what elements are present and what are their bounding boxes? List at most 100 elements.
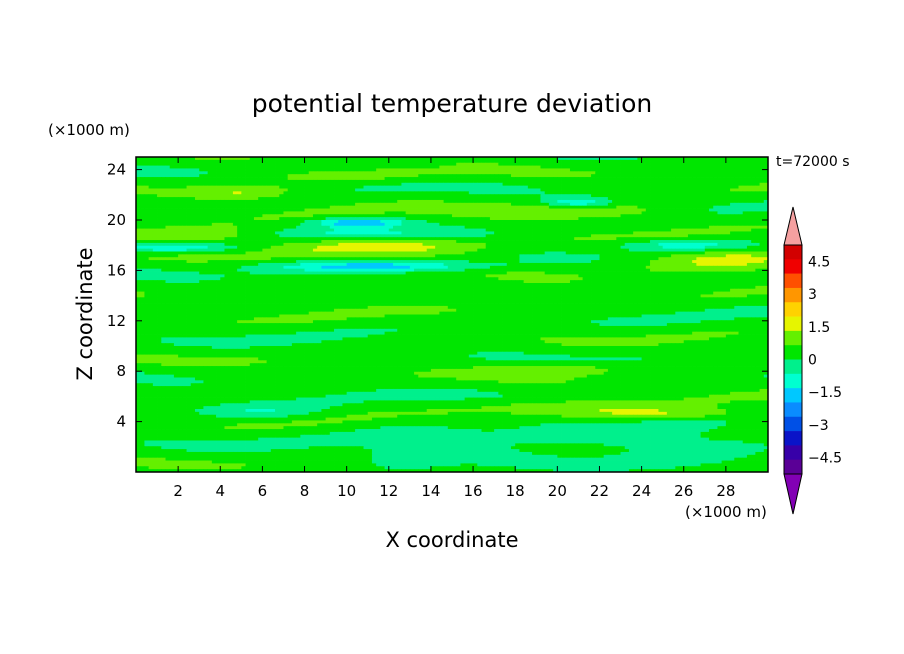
field-cell xyxy=(595,202,600,207)
field-cell xyxy=(418,199,423,204)
field-cell xyxy=(216,185,221,189)
field-cell xyxy=(342,208,348,212)
field-cell xyxy=(527,240,533,244)
field-cell xyxy=(186,217,192,221)
field-cell xyxy=(759,211,765,215)
field-cell xyxy=(650,242,655,247)
field-cell xyxy=(468,220,474,224)
field-cell xyxy=(447,231,453,235)
field-cell xyxy=(312,165,318,169)
field-cell xyxy=(371,177,377,181)
field-cell xyxy=(460,205,466,209)
field-cell xyxy=(498,205,503,209)
field-cell xyxy=(350,228,356,232)
field-cell xyxy=(157,234,162,238)
field-cell xyxy=(291,168,297,172)
field-cell xyxy=(717,171,723,175)
field-cell xyxy=(612,191,617,195)
field-cell xyxy=(561,194,567,198)
field-cell xyxy=(624,211,630,215)
field-cell xyxy=(675,217,680,221)
field-cell xyxy=(275,245,280,250)
field-cell xyxy=(144,177,150,181)
field-cell xyxy=(654,202,659,207)
field-cell xyxy=(203,228,209,232)
field-cell xyxy=(388,205,394,209)
field-cell xyxy=(666,182,672,187)
field-cell xyxy=(165,179,171,184)
field-cell xyxy=(275,225,280,229)
field-cell xyxy=(178,251,183,255)
field-cell xyxy=(666,237,672,241)
field-cell xyxy=(350,157,356,161)
field-cell xyxy=(624,188,630,192)
field-cell xyxy=(515,174,520,178)
field-cell xyxy=(245,165,251,169)
field-cell xyxy=(586,237,592,241)
field-cell xyxy=(317,165,322,169)
field-cell xyxy=(519,199,525,204)
field-cell xyxy=(734,168,739,172)
field-cell xyxy=(148,251,154,255)
field-cell xyxy=(645,222,651,227)
field-cell xyxy=(692,168,697,172)
field-cell xyxy=(241,182,246,187)
field-cell xyxy=(523,214,529,218)
field-cell xyxy=(654,199,659,204)
field-cell xyxy=(186,208,192,212)
field-cell xyxy=(709,188,714,192)
field-cell xyxy=(687,185,693,189)
field-cell xyxy=(220,214,225,218)
field-cell xyxy=(152,237,158,241)
field-cell xyxy=(536,228,541,232)
field-cell xyxy=(237,214,242,218)
field-cell xyxy=(216,174,221,178)
field-cell xyxy=(152,177,158,181)
field-cell xyxy=(207,237,213,241)
field-cell xyxy=(746,171,752,175)
field-cell xyxy=(527,179,533,184)
field-cell xyxy=(523,205,529,209)
field-cell xyxy=(211,225,217,229)
field-cell xyxy=(371,237,377,241)
field-cell xyxy=(266,242,272,247)
field-cell xyxy=(679,222,685,227)
field-cell xyxy=(624,240,630,244)
field-cell xyxy=(367,199,373,204)
field-cell xyxy=(363,242,369,247)
field-cell xyxy=(334,168,339,172)
field-cell xyxy=(241,240,246,244)
field-cell xyxy=(300,159,305,164)
field-cell xyxy=(237,191,242,195)
field-cell xyxy=(548,228,554,232)
field-cell xyxy=(692,245,697,250)
field-cell xyxy=(658,197,664,201)
field-cell xyxy=(165,211,171,215)
field-cell xyxy=(464,157,470,161)
field-cell xyxy=(169,174,175,178)
field-cell xyxy=(515,162,520,166)
field-cell xyxy=(717,237,723,241)
field-cell xyxy=(422,217,428,221)
field-cell xyxy=(439,188,444,192)
field-cell xyxy=(523,165,529,169)
field-cell xyxy=(464,222,470,227)
field-cell xyxy=(409,165,415,169)
field-cell xyxy=(325,191,331,195)
field-cell xyxy=(751,214,756,218)
field-cell xyxy=(721,162,727,166)
field-cell xyxy=(161,179,166,184)
field-cell xyxy=(473,245,478,250)
field-cell xyxy=(687,197,693,201)
field-cell xyxy=(363,168,369,172)
field-cell xyxy=(393,188,398,192)
field-cell xyxy=(456,188,461,192)
field-cell xyxy=(557,245,562,250)
field-cell xyxy=(384,157,390,161)
field-cell xyxy=(510,197,516,201)
field-cell xyxy=(270,237,276,241)
field-cell xyxy=(401,214,407,218)
field-cell xyxy=(557,157,562,161)
field-cell xyxy=(401,237,407,241)
field-cell xyxy=(637,188,642,192)
